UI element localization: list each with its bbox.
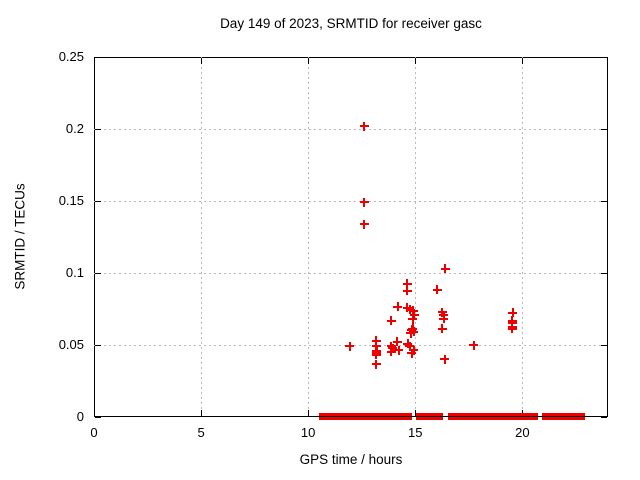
x-tick-label: 10 (300, 425, 316, 440)
x-gridline (522, 57, 524, 417)
data-point-marker (402, 286, 412, 296)
data-point-marker (409, 310, 419, 320)
y-gridline (94, 273, 608, 274)
y-tick-label: 0 (76, 409, 84, 424)
data-point-marker (437, 324, 447, 334)
x-tick-top (522, 58, 524, 64)
data-point-marker (386, 347, 396, 357)
x-tick-label: 5 (197, 425, 205, 440)
data-point-marker (469, 340, 478, 350)
x-tick-top (94, 58, 95, 64)
y-tick-right (601, 201, 607, 202)
y-tick-left (95, 129, 101, 130)
y-tick-left (95, 201, 101, 202)
chart-title: Day 149 of 2023, SRMTID for receiver gas… (220, 16, 482, 31)
data-point-marker (393, 302, 403, 312)
y-tick-right (601, 57, 607, 58)
y-tick-right (601, 129, 607, 130)
data-point-marker (394, 345, 404, 355)
data-point-marker (407, 325, 417, 335)
x-tick-top (201, 58, 203, 64)
data-point-marker (439, 314, 449, 323)
y-tick-left (95, 345, 101, 346)
y-tick-left (95, 57, 101, 58)
x-gridline (308, 57, 310, 417)
data-point-marker (371, 350, 381, 360)
data-point-marker (508, 308, 518, 318)
data-point-marker (432, 285, 442, 295)
y-gridline (94, 129, 608, 130)
data-point-marker (386, 316, 396, 326)
data-point-marker (409, 345, 419, 355)
x-tick-bottom (308, 410, 310, 416)
x-axis-label: GPS time / hours (299, 452, 403, 467)
plot-frame (94, 57, 608, 417)
x-tick-label: 20 (515, 425, 530, 440)
y-tick-label: 0.2 (65, 121, 84, 136)
x-tick-bottom (201, 410, 203, 416)
y-tick-label: 0.25 (58, 49, 84, 64)
data-point-marker (371, 336, 381, 346)
data-point-marker (359, 197, 369, 207)
y-tick-left (95, 417, 101, 418)
y-gridline (94, 201, 608, 202)
y-axis-label: SRMTID / TECUs (12, 183, 28, 290)
y-tick-label: 0.05 (58, 337, 84, 352)
data-point-marker (440, 264, 450, 274)
x-axis-line (94, 416, 608, 417)
y-tick-left (95, 273, 101, 274)
data-point-marker (359, 121, 369, 131)
y-tick-right (601, 417, 607, 418)
x-tick-label: 15 (408, 425, 423, 440)
y-tick-right (601, 273, 607, 274)
y-tick-label: 0.1 (65, 265, 84, 280)
data-point-marker (371, 341, 381, 351)
y-tick-label: 0.15 (58, 193, 84, 208)
x-gridline (415, 57, 417, 417)
data-point-marker (440, 354, 450, 364)
data-point-marker (371, 359, 381, 369)
data-point-marker (345, 341, 355, 351)
x-tick-bottom (415, 410, 417, 416)
x-tick-label: 0 (90, 425, 98, 440)
x-gridline (201, 57, 203, 417)
data-point-marker (392, 337, 402, 347)
x-tick-bottom (94, 410, 95, 416)
data-point-marker (507, 324, 517, 334)
data-point-marker (402, 279, 412, 289)
y-tick-right (601, 345, 607, 346)
data-point-marker (359, 219, 369, 229)
data-point-marker (408, 314, 418, 324)
x-tick-top (415, 58, 417, 64)
x-tick-top (308, 58, 310, 64)
